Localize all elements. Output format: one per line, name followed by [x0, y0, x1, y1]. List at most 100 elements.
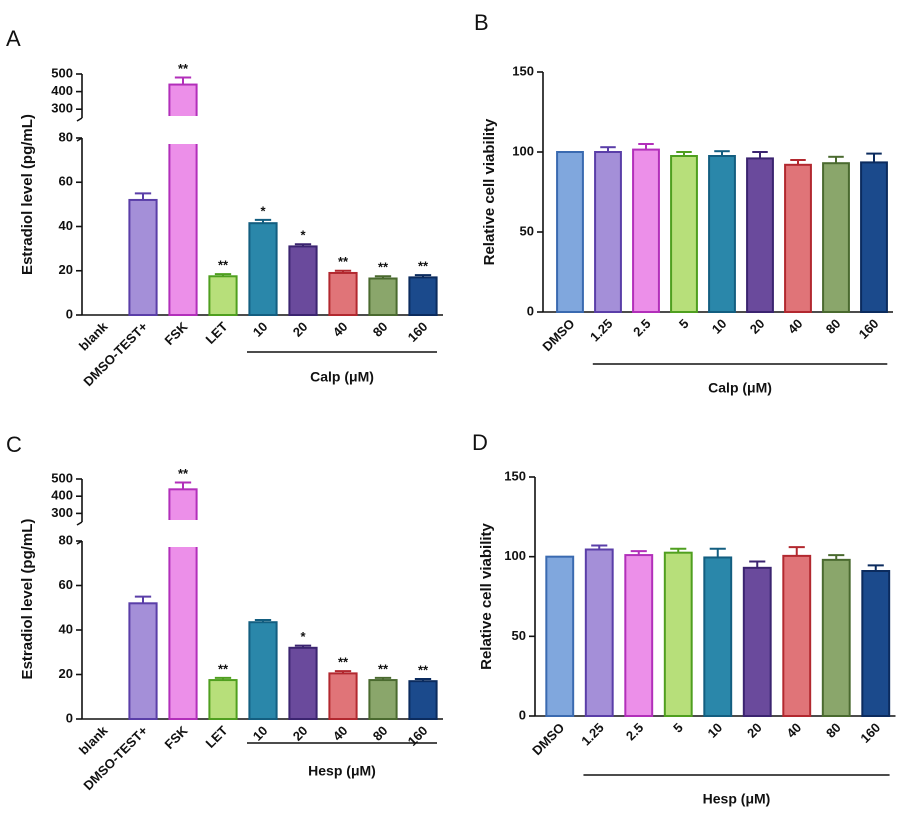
bar [742, 566, 772, 717]
bar [861, 570, 891, 717]
panel-label: B [474, 10, 489, 35]
bar-break [167, 520, 199, 547]
y-tick-label: 20 [59, 666, 73, 681]
axis-break [76, 540, 83, 545]
y-tick-label: 400 [51, 488, 73, 503]
x-tick-label: 40 [783, 720, 804, 741]
bar [746, 157, 774, 313]
significance-label: * [300, 629, 306, 644]
panel-label: C [6, 432, 22, 457]
bar [624, 554, 654, 717]
y-tick-label: 100 [512, 143, 534, 158]
y-tick-label: 400 [51, 83, 73, 98]
bar [663, 551, 693, 718]
x-tick-label: FSK [162, 319, 191, 348]
y-tick-label: 100 [504, 548, 526, 563]
y-tick-label: 500 [51, 65, 73, 80]
y-tick-label: 60 [59, 577, 73, 592]
y-tick-label: 150 [512, 63, 534, 78]
significance-label: ** [418, 259, 429, 274]
y-tick-label: 80 [59, 129, 73, 144]
x-tick-label: blank [76, 318, 111, 353]
x-tick-label: 20 [290, 319, 311, 340]
x-tick-label: 10 [704, 720, 725, 741]
x-tick-label: DMSO [529, 720, 567, 758]
bar [708, 155, 736, 313]
group-label: Hesp (μM) [703, 791, 771, 807]
bar-upper [168, 83, 198, 119]
x-tick-label: 160 [857, 720, 883, 746]
x-tick-label: 160 [405, 723, 431, 749]
x-tick-label: 1.25 [578, 720, 607, 749]
bar [288, 245, 318, 317]
y-tick-label: 150 [504, 468, 526, 483]
axis-break [76, 521, 83, 526]
group-label: Calp (μM) [708, 380, 772, 396]
significance-label: ** [338, 655, 349, 670]
x-tick-label: 2.5 [630, 316, 653, 339]
y-axis-label: Relative cell viability [481, 118, 498, 265]
bar-break [167, 116, 199, 144]
y-axis-label: Estradiol level (pg/mL) [19, 519, 36, 680]
bar [368, 679, 398, 720]
bar [545, 555, 575, 718]
bar [128, 198, 158, 316]
y-tick-label: 60 [59, 174, 73, 189]
x-tick-label: 80 [823, 720, 844, 741]
bar [670, 155, 698, 313]
x-tick-label: 80 [370, 723, 391, 744]
bar [594, 151, 622, 313]
x-tick-label: 5 [676, 316, 692, 332]
bar [208, 275, 238, 316]
significance-label: ** [178, 466, 189, 481]
bar [821, 558, 851, 717]
x-tick-label: DMSO [539, 316, 577, 354]
bar [703, 556, 733, 717]
bar [168, 137, 198, 316]
y-tick-label: 0 [519, 707, 526, 722]
y-tick-label: 0 [527, 303, 534, 318]
y-tick-label: 80 [59, 532, 73, 547]
x-tick-label: 40 [785, 316, 806, 337]
panel-label: A [6, 26, 21, 51]
x-tick-label: blank [76, 722, 111, 757]
y-tick-label: 500 [51, 470, 73, 485]
bar [128, 602, 158, 720]
bar [408, 680, 438, 720]
significance-label: * [260, 203, 266, 218]
significance-label: ** [338, 254, 349, 269]
bar [368, 277, 398, 316]
bar [248, 621, 278, 721]
x-tick-label: 80 [370, 319, 391, 340]
y-axis-label: Relative cell viability [478, 522, 495, 669]
significance-label: ** [378, 260, 389, 275]
y-tick-label: 50 [520, 223, 534, 238]
bar [860, 161, 888, 313]
bar [784, 163, 812, 313]
x-tick-label: 10 [250, 723, 271, 744]
bar [328, 271, 358, 316]
bar [288, 646, 318, 720]
x-tick-label: 80 [823, 316, 844, 337]
y-tick-label: 0 [66, 710, 73, 725]
bar-upper [168, 488, 198, 524]
x-tick-label: 20 [744, 720, 765, 741]
axis-break [76, 117, 83, 122]
x-tick-label: 40 [330, 319, 351, 340]
axis-break [76, 137, 83, 142]
significance-label: * [300, 228, 306, 243]
y-tick-label: 50 [512, 628, 526, 643]
y-tick-label: 300 [51, 505, 73, 520]
y-tick-label: 40 [59, 621, 73, 636]
bar [328, 672, 358, 721]
bar [556, 151, 584, 313]
x-tick-label: 5 [670, 720, 686, 736]
bar [248, 222, 278, 316]
significance-label: ** [218, 258, 229, 273]
x-tick-label: 10 [709, 316, 730, 337]
x-tick-label: 160 [856, 316, 882, 342]
bar [584, 548, 614, 717]
group-label: Calp (μM) [310, 369, 374, 385]
x-tick-label: LET [203, 319, 231, 347]
y-tick-label: 300 [51, 101, 73, 116]
